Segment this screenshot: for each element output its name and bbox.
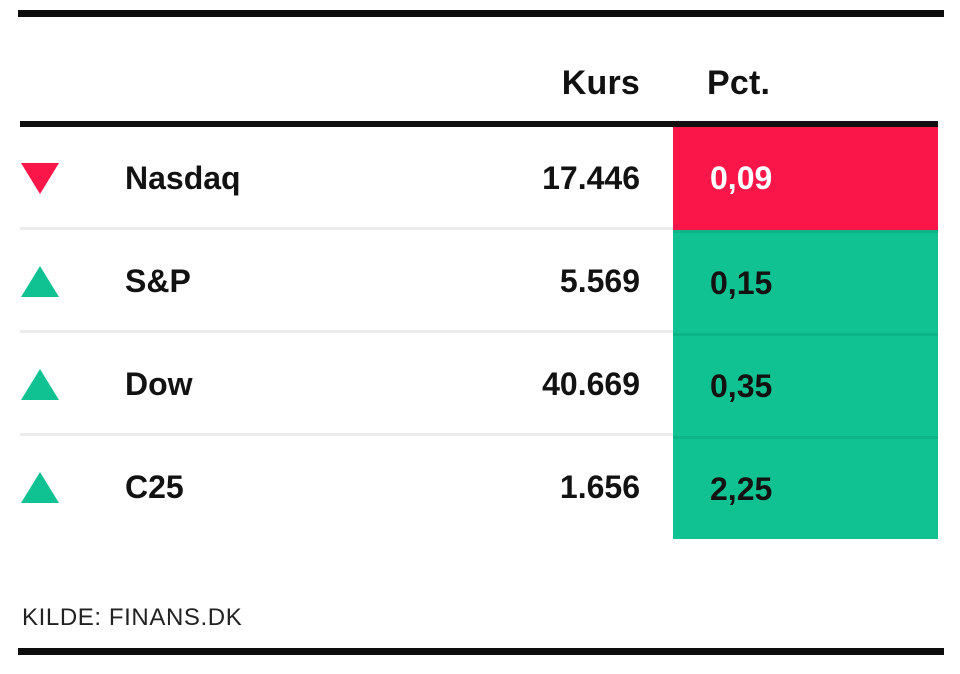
kurs-value: 1.656 xyxy=(559,469,640,505)
bottom-rule xyxy=(18,648,944,655)
row-separator xyxy=(20,330,673,333)
pct-cell: 0,15 xyxy=(673,230,938,333)
table-row: S&P 5.569 0,15 xyxy=(0,230,960,333)
column-header-kurs: Kurs xyxy=(561,64,640,102)
top-rule xyxy=(18,10,944,17)
kurs-value: 5.569 xyxy=(559,263,640,299)
index-name: Nasdaq xyxy=(125,160,241,196)
pct-cell: 0,35 xyxy=(673,333,938,436)
pct-cell: 0,09 xyxy=(673,127,938,230)
source-credit: KILDE: FINANS.DK xyxy=(22,604,243,631)
down-triangle-icon xyxy=(21,163,59,194)
kurs-value: 40.669 xyxy=(542,366,640,402)
column-header-pct: Pct. xyxy=(707,64,771,102)
pct-cell: 2,25 xyxy=(673,436,938,539)
up-triangle-icon xyxy=(21,369,59,400)
index-name: S&P xyxy=(125,263,191,299)
up-triangle-icon xyxy=(21,266,59,297)
index-name: C25 xyxy=(125,469,184,505)
index-name: Dow xyxy=(125,366,193,402)
row-separator xyxy=(20,433,673,436)
table-row: C25 1.656 2,25 xyxy=(0,436,960,539)
header-underline xyxy=(20,121,938,127)
table-row: Dow 40.669 0,35 xyxy=(0,333,960,436)
table-row: Nasdaq 17.446 0,09 xyxy=(0,127,960,230)
kurs-value: 17.446 xyxy=(542,160,640,196)
up-triangle-icon xyxy=(21,472,59,503)
row-separator xyxy=(20,227,673,230)
